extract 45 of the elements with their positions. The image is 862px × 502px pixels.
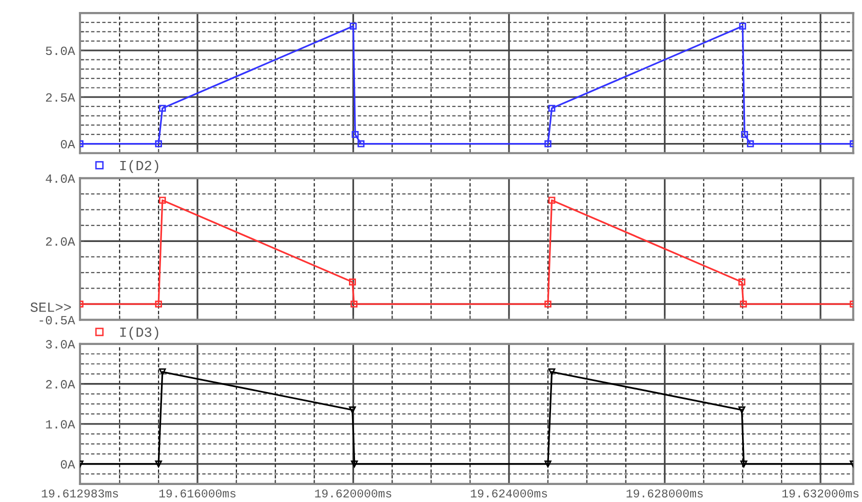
point	[348, 278, 356, 286]
point	[544, 300, 552, 308]
point	[544, 460, 552, 468]
x-tick-label: 19.628000ms	[626, 489, 703, 498]
y-tick-label: 5.0A	[46, 46, 76, 56]
point	[155, 140, 162, 148]
legend-label: I(D3)	[120, 326, 158, 340]
point	[746, 140, 754, 148]
y-tick-label: 1.0A	[46, 420, 76, 429]
y-tick-label: 3.0A	[46, 340, 76, 349]
point	[738, 278, 746, 286]
point	[738, 406, 746, 414]
x-tick-label: 19.632000ms	[782, 489, 858, 498]
point	[548, 104, 556, 112]
y-tick-label: 0A	[60, 460, 76, 469]
point	[740, 460, 748, 468]
y-tick-label: 2.5A	[46, 93, 76, 102]
x-tick-label: 19.616000ms	[159, 489, 236, 498]
point	[548, 196, 556, 204]
y-tick-label: 2.0A	[46, 380, 76, 389]
x-tick-label: 19.620000ms	[315, 489, 392, 498]
point	[358, 140, 364, 148]
y-tick-label: 2.0A	[46, 237, 76, 246]
point	[155, 460, 162, 468]
point	[350, 22, 357, 30]
point	[352, 130, 359, 138]
point	[544, 140, 552, 148]
y-tick-label: 4.0A	[46, 174, 76, 183]
legend-label: I(D2)	[120, 160, 158, 174]
point	[740, 300, 747, 308]
y-tick-label: -0.5A	[40, 316, 76, 324]
point	[158, 368, 166, 376]
point	[348, 406, 356, 414]
point	[350, 300, 358, 308]
point	[350, 460, 358, 468]
x-tick-label: 19.612983ms	[42, 489, 118, 498]
point	[158, 196, 166, 204]
x-tick-label: 19.624000ms	[470, 489, 547, 498]
point	[155, 300, 162, 308]
point	[739, 22, 746, 30]
point	[548, 368, 556, 376]
y-tick-label: 0A	[60, 140, 76, 148]
point	[741, 130, 748, 138]
annotation: SEL>>	[30, 302, 71, 312]
point	[158, 104, 166, 112]
